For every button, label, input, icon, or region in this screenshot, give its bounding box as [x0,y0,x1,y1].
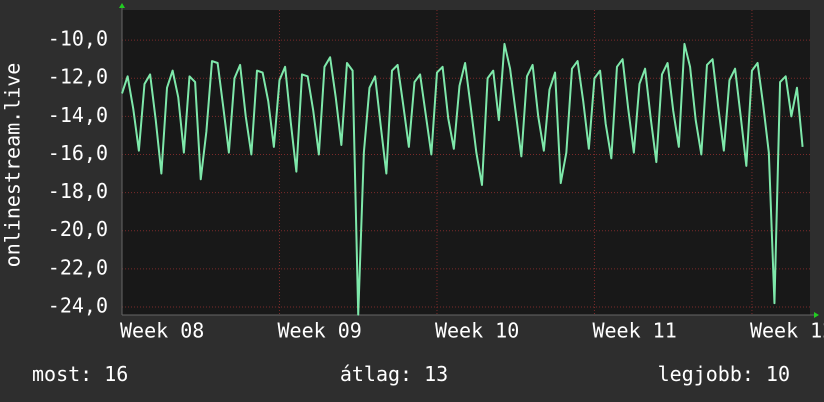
x-tick-label: Week 10 [435,319,519,343]
stat-label: most: [32,362,92,386]
y-tick-label: -10,0 [48,27,108,51]
axis-arrow [119,3,125,8]
stat-value: 13 [424,362,448,386]
data-line [121,42,804,316]
stat-label: átlag: [340,362,412,386]
axis-arrow [814,312,819,318]
stat: átlag: 13 [340,362,448,386]
y-tick-label: -16,0 [48,141,108,165]
y-tick-label: -20,0 [48,217,108,241]
stat-label: legjobb: [658,362,754,386]
stat: most: 16 [32,362,128,386]
stat: legjobb: 10 [658,362,790,386]
y-tick-label: -18,0 [48,179,108,203]
x-tick-label: Week 12 [750,319,824,343]
x-tick-label: Week 08 [120,319,204,343]
y-tick-label: -24,0 [48,293,108,317]
stat-value: 16 [104,362,128,386]
stat-value: 10 [766,362,790,386]
y-tick-label: -14,0 [48,103,108,127]
y-axis-label: onlinestream.live [1,63,25,268]
y-tick-label: -12,0 [48,65,108,89]
plot-area [122,10,810,315]
x-tick-label: Week 09 [277,319,361,343]
x-tick-label: Week 11 [592,319,676,343]
y-tick-label: -22,0 [48,255,108,279]
